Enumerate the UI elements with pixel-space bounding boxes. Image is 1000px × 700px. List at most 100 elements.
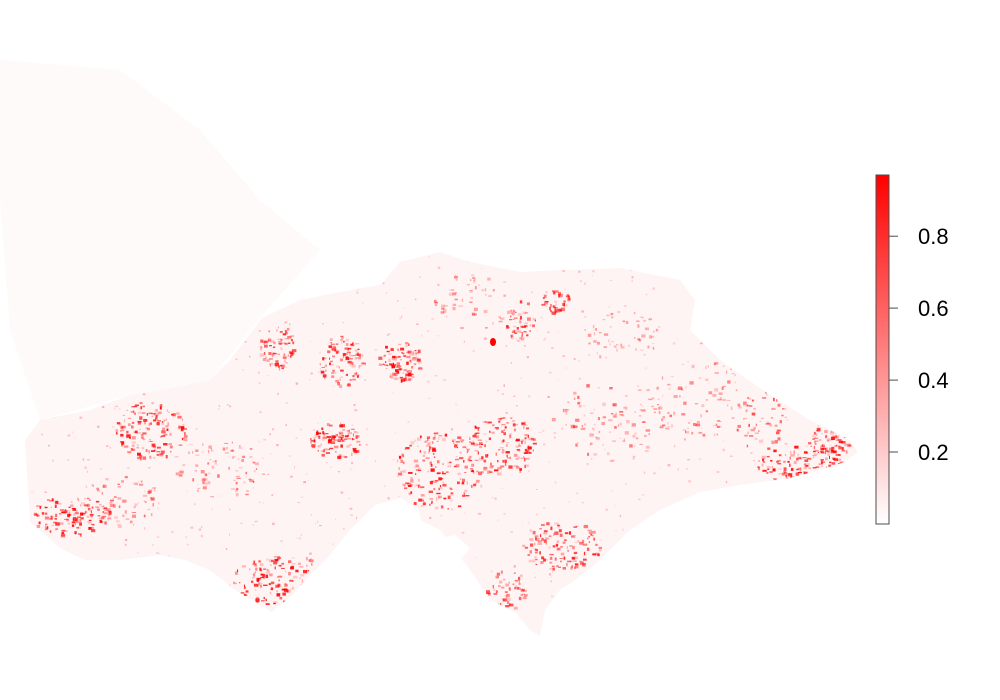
hotspot-speckle xyxy=(343,353,348,355)
hotspot-speckle xyxy=(306,570,309,573)
background-speckle xyxy=(310,514,312,516)
hotspot-speckle xyxy=(70,501,73,504)
background-speckle xyxy=(305,473,308,476)
hotspot-speckle xyxy=(269,363,274,365)
hotspot-speckle xyxy=(766,421,770,424)
hotspot-speckle xyxy=(540,561,544,564)
hotspot-speckle xyxy=(131,425,134,429)
background-speckle xyxy=(527,521,530,524)
hotspot-speckle xyxy=(463,492,466,494)
background-speckle xyxy=(591,275,593,277)
hotspot-speckle xyxy=(295,569,299,573)
hotspot-speckle xyxy=(436,492,441,495)
hotspot-speckle xyxy=(473,463,475,467)
background-speckle xyxy=(185,536,187,539)
hotspot-speckle xyxy=(523,456,525,459)
hotspot-speckle xyxy=(54,518,57,520)
background-speckle xyxy=(633,311,636,315)
hotspot-speckle xyxy=(263,568,267,570)
hotspot-speckle xyxy=(342,429,346,431)
background-speckle xyxy=(688,480,691,483)
background-speckle xyxy=(703,522,707,525)
background-speckle xyxy=(581,310,584,313)
background-speckle xyxy=(781,338,785,341)
background-speckle xyxy=(614,505,617,507)
hotspot-speckle xyxy=(406,483,412,486)
background-speckle xyxy=(698,377,702,379)
hotspot-speckle xyxy=(415,556,420,559)
hotspot-speckle xyxy=(478,471,482,476)
background-speckle xyxy=(800,309,802,312)
background-speckle xyxy=(595,600,599,603)
hotspot-speckle xyxy=(834,445,837,447)
hotspot-speckle xyxy=(143,500,146,502)
hotspot-speckle xyxy=(526,464,529,468)
hotspot-speckle xyxy=(498,320,503,323)
background-speckle xyxy=(308,277,311,280)
hotspot-speckle xyxy=(498,420,501,423)
hotspot-speckle xyxy=(803,482,805,486)
hotspot-speckle xyxy=(814,471,819,474)
hotspot-speckle xyxy=(527,444,530,448)
hotspot-speckle xyxy=(353,449,358,454)
background-speckle xyxy=(285,366,288,368)
hotspot-speckle xyxy=(514,332,518,334)
background-speckle xyxy=(401,315,403,318)
hotspot-speckle xyxy=(637,324,640,328)
background-speckle xyxy=(832,397,836,399)
hotspot-speckle xyxy=(342,439,346,442)
hotspot-speckle xyxy=(36,525,41,528)
hotspot-speckle xyxy=(785,474,787,477)
background-speckle xyxy=(622,528,624,532)
hotspot-speckle xyxy=(505,605,510,608)
hotspot-speckle xyxy=(411,544,414,548)
hotspot-speckle xyxy=(501,417,504,419)
hotspot-speckle xyxy=(101,506,105,508)
hotspot-speckle xyxy=(64,518,69,520)
hotspot-speckle xyxy=(399,368,402,371)
hotspot-speckle xyxy=(715,362,719,365)
background-speckle xyxy=(643,319,646,322)
hotspot-speckle xyxy=(284,359,286,363)
hotspot-speckle xyxy=(108,511,112,513)
hotspot-speckle xyxy=(152,445,156,449)
background-speckle xyxy=(144,490,146,493)
hotspot-speckle xyxy=(131,406,135,408)
hotspot-speckle xyxy=(278,340,283,344)
hotspot-speckle xyxy=(622,320,626,323)
hotspot-speckle xyxy=(331,371,335,374)
hotspot-speckle xyxy=(812,454,817,457)
hotspot-speckle xyxy=(443,309,447,313)
hotspot-speckle xyxy=(222,447,226,451)
hotspot-speckle xyxy=(338,437,343,439)
background-speckle xyxy=(451,428,454,431)
background-speckle xyxy=(548,546,551,549)
hotspot-speckle xyxy=(401,453,404,457)
hotspot-speckle xyxy=(403,377,407,382)
background-speckle xyxy=(309,602,313,604)
hotspot-speckle xyxy=(822,482,827,486)
hotspot-speckle xyxy=(154,409,158,412)
background-speckle xyxy=(686,468,688,470)
background-speckle xyxy=(615,252,619,255)
background-speckle xyxy=(515,321,518,323)
background-speckle xyxy=(737,639,739,641)
hotspot-speckle xyxy=(195,454,200,456)
hotspot-speckle xyxy=(413,558,416,561)
hotspot-speckle xyxy=(430,447,433,449)
hotspot-speckle xyxy=(667,412,670,414)
hotspot-speckle xyxy=(51,516,56,518)
hotspot-speckle xyxy=(334,439,339,441)
hotspot-speckle xyxy=(577,540,580,543)
hotspot-speckle xyxy=(511,335,514,340)
hotspot-speckle xyxy=(549,306,551,311)
hotspot-speckle xyxy=(765,423,770,425)
hotspot-speckle xyxy=(595,437,600,440)
background-speckle xyxy=(411,606,413,609)
hotspot-speckle xyxy=(593,537,596,541)
hotspot-speckle xyxy=(244,593,246,597)
hotspot-speckle xyxy=(126,430,129,434)
hotspot-speckle xyxy=(200,470,205,474)
hotspot-speckle xyxy=(398,467,400,470)
hotspot-speckle xyxy=(567,550,569,552)
